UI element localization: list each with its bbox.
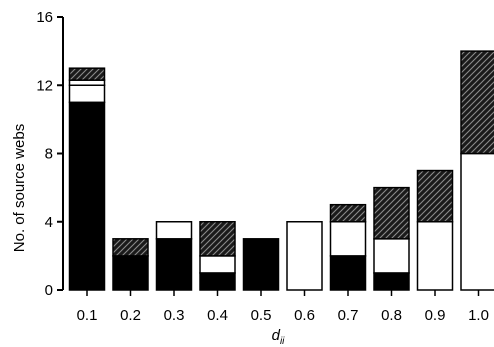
y-axis-title: No. of source webs — [11, 124, 28, 252]
x-tick-label: 0.7 — [338, 307, 359, 324]
bar-segment-1.0-white-1 — [460, 152, 494, 291]
y-tick-label: 12 — [36, 77, 53, 94]
bar-segment-0.3-white-1 — [155, 221, 193, 240]
y-tick-label: 4 — [45, 214, 53, 231]
y-tick-label: 16 — [36, 9, 53, 26]
x-tick-label: 0.5 — [251, 307, 272, 324]
bar-segment-0.3-black-0 — [155, 238, 193, 291]
x-axis-title-main: d — [272, 327, 281, 344]
bar-segment-0.1-white-1 — [68, 84, 106, 104]
x-axis-title: dii — [272, 327, 286, 347]
x-axis-title-subscript: ii — [280, 336, 285, 347]
bar-segment-0.8-hatched-3 — [373, 186, 410, 240]
y-tick-label: 8 — [45, 146, 53, 163]
x-tick-label: 0.4 — [207, 307, 228, 324]
x-ticks-group: 0.1 0.2 0.3 0.4 0.5 0.6 0.7 0.8 0.9 1.0 — [77, 290, 489, 324]
x-tick-label: 0.8 — [381, 307, 402, 324]
bar-segment-0.1-white-2 — [68, 79, 106, 86]
bar-segment-0.5-black-0 — [242, 238, 280, 291]
y-ticks-group: 0 4 8 12 16 — [36, 9, 63, 299]
x-tick-label: 0.6 — [294, 307, 315, 324]
bar-segment-0.1-black-0 — [68, 101, 106, 291]
bar-segment-0.2-hatched-3 — [112, 238, 149, 257]
x-tick-label: 0.9 — [425, 307, 446, 324]
x-tick-label: 0.2 — [120, 307, 141, 324]
bar-segment-0.9-hatched-3 — [416, 169, 454, 223]
bar-segment-0.4-hatched-3 — [199, 221, 236, 257]
bar-segment-0.7-black-0 — [329, 255, 367, 291]
bar-segment-0.7-hatched-3 — [329, 203, 367, 223]
bar-segment-1.0-hatched-3 — [460, 50, 494, 155]
bars-group — [68, 50, 494, 291]
bar-segment-0.6-white-1 — [286, 221, 323, 291]
x-tick-label: 0.3 — [164, 307, 185, 324]
bar-segment-0.4-black-0 — [199, 272, 236, 291]
bar-segment-0.4-white-1 — [199, 255, 236, 274]
bar-segment-0.8-black-0 — [373, 272, 410, 291]
bar-segment-0.2-black-0 — [112, 255, 149, 291]
x-tick-label: 1.0 — [468, 307, 489, 324]
x-tick-label: 0.1 — [77, 307, 98, 324]
bar-segment-0.7-white-1 — [329, 221, 367, 257]
y-tick-label: 0 — [45, 282, 53, 299]
bar-segment-0.1-hatched-3 — [68, 67, 106, 81]
bar-segment-0.9-white-1 — [416, 221, 454, 291]
bar-segment-0.8-white-1 — [373, 238, 410, 274]
